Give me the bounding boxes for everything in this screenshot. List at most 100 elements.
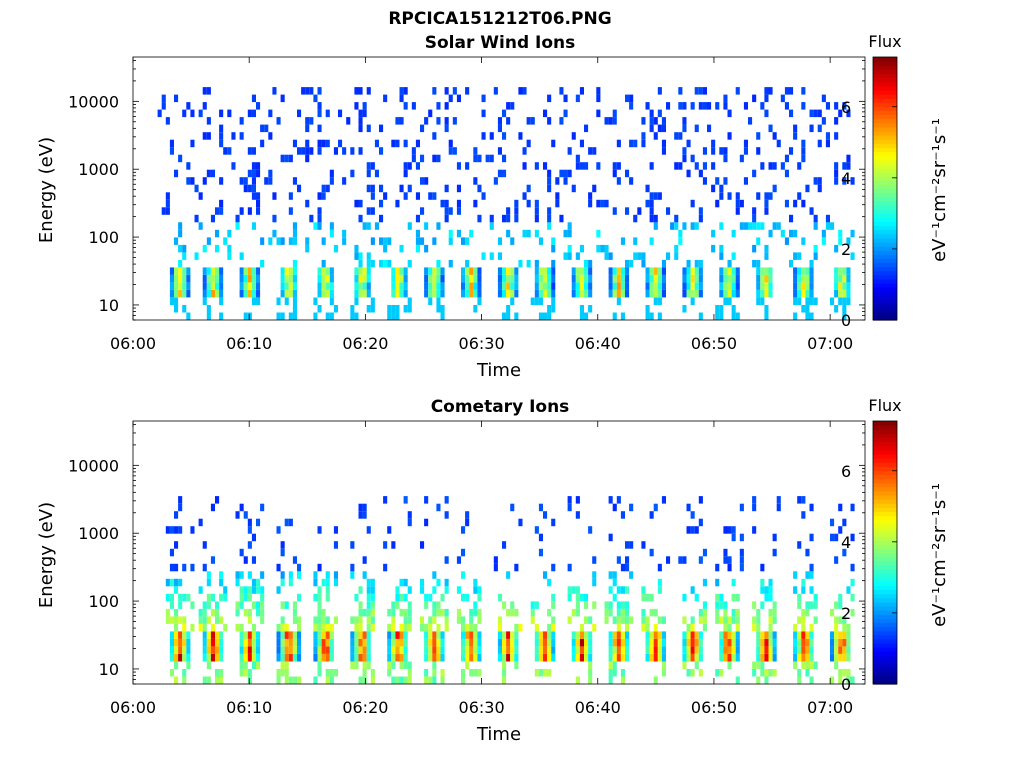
x-tick-label: 06:50 [691, 334, 737, 353]
colorbar-swatch [873, 610, 897, 615]
heatmap-cell [674, 244, 679, 253]
heatmap-cell [612, 267, 617, 275]
heatmap-cell [198, 518, 203, 527]
heatmap-cell [801, 631, 806, 639]
heatmap-cell [506, 638, 511, 647]
heatmap-cell [411, 102, 416, 110]
heatmap-cell [292, 259, 297, 268]
heatmap-cell [510, 297, 515, 305]
heatmap-cell [842, 289, 847, 298]
heatmap-cell [830, 654, 835, 662]
heatmap-cell [387, 259, 392, 268]
heatmap-cell [764, 192, 769, 200]
heatmap-cell [247, 608, 252, 617]
heatmap-cell [682, 593, 687, 602]
colorbar-swatch [873, 172, 897, 177]
heatmap-cell [497, 124, 502, 133]
heatmap-cell [219, 631, 224, 639]
heatmap-cell [608, 496, 613, 504]
heatmap-cell [506, 117, 511, 125]
heatmap-cell [260, 237, 265, 245]
heatmap-cell [764, 638, 769, 647]
heatmap-cell [194, 252, 199, 260]
heatmap-cell [354, 593, 359, 602]
heatmap-cell [215, 669, 220, 677]
heatmap-cell [276, 623, 281, 632]
heatmap-cell [612, 109, 617, 118]
heatmap-cell [514, 199, 519, 208]
heatmap-cell [846, 237, 851, 245]
heatmap-cell [579, 305, 584, 313]
heatmap-cell [846, 154, 851, 163]
heatmap-cell [383, 94, 388, 103]
heatmap-cell [817, 124, 822, 133]
heatmap-cell [407, 511, 412, 519]
heatmap-cell [743, 177, 748, 185]
heatmap-cell [301, 147, 306, 155]
heatmap-cell [575, 646, 580, 654]
heatmap-cell [174, 267, 179, 275]
heatmap-cell [784, 199, 789, 208]
heatmap-cell [575, 654, 580, 662]
heatmap-cell [202, 244, 207, 253]
heatmap-cell [813, 252, 818, 260]
heatmap-cell [657, 289, 662, 298]
heatmap-cell [629, 177, 634, 185]
heatmap-cell [202, 616, 207, 624]
heatmap-cell [366, 601, 371, 609]
heatmap-cell [797, 676, 802, 684]
heatmap-cell [653, 638, 658, 647]
heatmap-cell [616, 162, 621, 170]
heatmap-cell [653, 676, 658, 684]
heatmap-cell [629, 139, 634, 148]
heatmap-cell [461, 267, 466, 275]
colorbar-swatch [873, 295, 897, 301]
heatmap-cell [645, 646, 650, 654]
heatmap-cell [661, 654, 666, 662]
heatmap-cell [801, 139, 806, 148]
heatmap-cell [354, 631, 359, 639]
heatmap-cell [219, 282, 224, 290]
y-tick-label: 10000 [68, 92, 119, 111]
heatmap-cell [370, 578, 375, 587]
heatmap-cell [383, 192, 388, 200]
heatmap-cell [247, 518, 252, 527]
heatmap-cell [362, 282, 367, 290]
heatmap-cell [813, 601, 818, 609]
heatmap-cell [329, 177, 334, 185]
heatmap-cell [625, 608, 630, 617]
colorbar-swatch [873, 135, 897, 140]
heatmap-cell [661, 282, 666, 290]
heatmap-cell [805, 267, 810, 275]
heatmap-cell [686, 638, 691, 647]
colorbar-swatch [873, 241, 897, 247]
heatmap-cell [575, 631, 580, 639]
heatmap-cell [592, 578, 597, 587]
heatmap-cell [424, 496, 429, 504]
heatmap-cell [165, 192, 170, 200]
heatmap-cell [645, 289, 650, 298]
heatmap-cell [702, 623, 707, 632]
heatmap-cell [538, 638, 543, 647]
heatmap-cell [399, 117, 404, 125]
heatmap-cell [366, 646, 371, 654]
heatmap-cell [374, 222, 379, 230]
heatmap-cell [850, 533, 855, 542]
heatmap-cell [514, 274, 519, 283]
colorbar-swatch [873, 630, 897, 636]
heatmap-cell [768, 192, 773, 200]
heatmap-cell [727, 616, 732, 624]
heatmap-cell [649, 312, 654, 320]
colorbar-swatch [873, 457, 897, 463]
heatmap-cell [186, 661, 191, 669]
heatmap-cell [633, 252, 638, 260]
heatmap-cell [850, 563, 855, 572]
heatmap-cell [760, 601, 765, 609]
heatmap-cell [399, 267, 404, 275]
heatmap-cell [292, 631, 297, 639]
heatmap-cell [489, 214, 494, 223]
heatmap-cell [510, 608, 515, 617]
heatmap-cell [752, 616, 757, 624]
heatmap-cell [202, 541, 207, 549]
heatmap-cell [182, 646, 187, 654]
